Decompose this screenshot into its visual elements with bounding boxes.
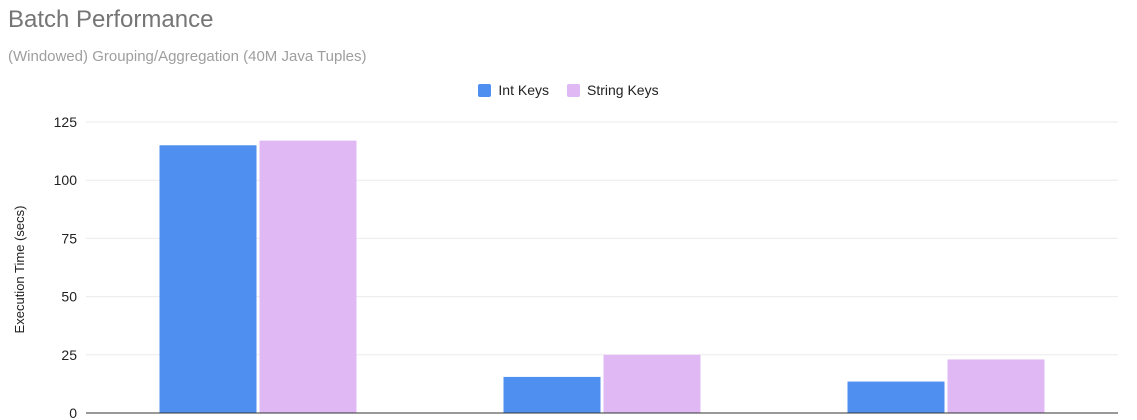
bar-string-keys-3 (947, 359, 1045, 413)
chart-legend: Int Keys String Keys (0, 82, 1137, 98)
legend-swatch-string-keys (567, 83, 580, 97)
y-tick-label-75: 75 (61, 230, 77, 246)
legend-item-string-keys[interactable]: String Keys (567, 82, 659, 98)
legend-item-int-keys[interactable]: Int Keys (478, 82, 549, 98)
bar-int-keys-3 (847, 381, 945, 413)
y-tick-label-0: 0 (69, 405, 77, 420)
chart-subtitle: (Windowed) Grouping/Aggregation (40M Jav… (8, 48, 367, 65)
bar-string-keys-1 (259, 140, 357, 413)
legend-label-string-keys: String Keys (587, 82, 659, 98)
bar-string-keys-2 (603, 354, 701, 413)
legend-label-int-keys: Int Keys (498, 82, 549, 98)
bar-int-keys-1 (159, 145, 257, 413)
y-axis-title: Execution Time (secs) (12, 206, 27, 334)
y-tick-label-50: 50 (61, 289, 77, 305)
chart-title: Batch Performance (8, 6, 214, 33)
y-tick-label-100: 100 (54, 172, 78, 188)
legend-swatch-int-keys (478, 83, 492, 97)
bar-int-keys-2 (503, 376, 601, 413)
y-tick-label-25: 25 (61, 347, 77, 363)
y-tick-label-125: 125 (54, 114, 78, 130)
